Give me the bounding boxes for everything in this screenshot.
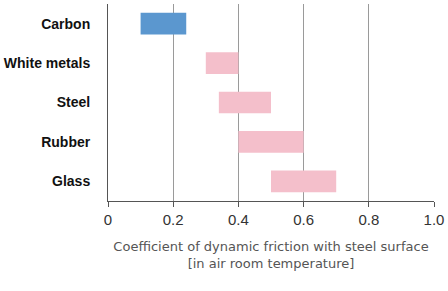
svg-text:0.2: 0.2: [163, 211, 184, 228]
svg-text:0.6: 0.6: [293, 211, 314, 228]
svg-text:Rubber: Rubber: [41, 134, 91, 150]
svg-text:Glass: Glass: [52, 173, 90, 189]
svg-text:0.8: 0.8: [358, 211, 379, 228]
svg-text:Steel: Steel: [57, 94, 90, 110]
svg-text:1.0: 1.0: [424, 211, 445, 228]
svg-text:0: 0: [104, 211, 112, 228]
svg-text:Coefficient of dynamic frictio: Coefficient of dynamic friction with ste…: [113, 239, 428, 271]
svg-text:White metals: White metals: [4, 55, 91, 71]
svg-text:Carbon: Carbon: [41, 16, 90, 32]
svg-text:0.4: 0.4: [228, 211, 249, 228]
